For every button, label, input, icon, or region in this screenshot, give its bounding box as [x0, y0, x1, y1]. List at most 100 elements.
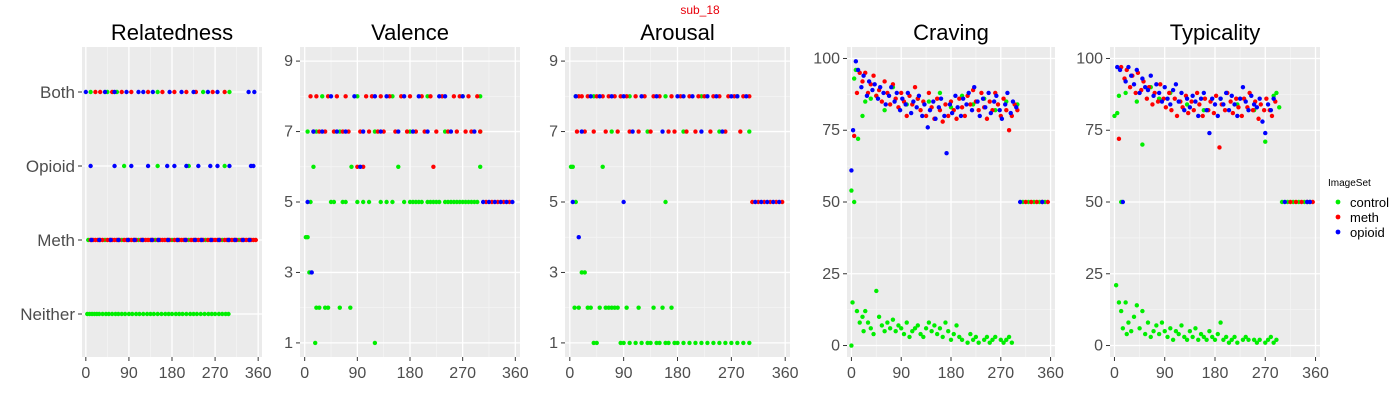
data-point [1134, 99, 1140, 104]
data-point [1258, 102, 1263, 107]
data-point [1126, 64, 1131, 70]
data-point [615, 129, 620, 134]
data-point [106, 311, 112, 317]
panel-title: Craving [913, 20, 989, 45]
data-point [428, 94, 433, 99]
data-point [735, 94, 740, 99]
data-point [959, 105, 965, 110]
data-point [574, 129, 580, 134]
data-point [1014, 105, 1019, 110]
data-point [1212, 337, 1218, 342]
data-point [687, 340, 692, 346]
data-point [1116, 136, 1122, 142]
data-point [1254, 105, 1260, 110]
data-point [570, 164, 575, 169]
data-point [1193, 99, 1198, 104]
data-point [943, 102, 948, 107]
data-point [900, 96, 905, 101]
data-point [308, 94, 313, 99]
data-point [897, 107, 903, 113]
data-point [363, 94, 369, 99]
data-point [366, 129, 372, 134]
data-point [401, 199, 407, 205]
data-point [570, 199, 575, 205]
data-point [378, 94, 383, 99]
data-point [911, 99, 916, 104]
data-point [498, 199, 503, 205]
data-point [864, 93, 870, 98]
data-point [1249, 93, 1254, 98]
data-point [116, 311, 121, 317]
data-point [478, 129, 483, 134]
data-point [942, 113, 947, 119]
data-point [984, 334, 990, 340]
data-point [744, 94, 749, 99]
data-point [624, 305, 629, 310]
data-point [1222, 107, 1228, 113]
legend-label-meth: meth [1350, 210, 1379, 225]
data-point [1187, 105, 1193, 110]
data-point [648, 129, 653, 134]
y-tick-label: 9 [284, 53, 293, 70]
data-point [705, 340, 710, 346]
data-point [621, 199, 626, 205]
data-point [988, 110, 994, 116]
data-point [1159, 99, 1165, 104]
data-point [419, 199, 424, 205]
data-point [597, 305, 602, 310]
y-tick-label: 0 [831, 338, 840, 355]
data-point [627, 340, 632, 346]
x-tick-label: 270 [202, 365, 229, 382]
data-point [102, 89, 108, 95]
data-point [854, 308, 860, 314]
data-point [714, 94, 719, 99]
data-point [159, 311, 164, 317]
data-point [1133, 90, 1138, 96]
data-point [863, 99, 868, 104]
data-point [938, 96, 944, 101]
data-point [1123, 300, 1128, 305]
data-point [875, 96, 881, 101]
data-point [1156, 90, 1162, 96]
data-point [1265, 337, 1271, 342]
data-point [360, 129, 366, 134]
data-point [372, 340, 378, 346]
data-point [1263, 139, 1268, 144]
data-point [904, 320, 909, 325]
data-point [1145, 87, 1151, 93]
data-point [97, 89, 103, 95]
legend-key-opioid [1335, 229, 1341, 235]
data-point [980, 96, 986, 101]
data-point [855, 67, 861, 73]
data-point [208, 163, 213, 169]
data-point [905, 90, 911, 96]
data-point [179, 89, 184, 95]
data-point [894, 90, 899, 96]
data-point [187, 311, 193, 317]
x-tick-label: 90 [892, 365, 910, 382]
data-point [209, 311, 214, 317]
data-point [876, 314, 882, 320]
data-point [334, 129, 340, 134]
y-tick-label: 100 [1076, 50, 1103, 67]
x-tick-label: 180 [938, 365, 965, 382]
data-point [908, 110, 914, 116]
data-point [320, 94, 325, 99]
data-point [879, 99, 885, 104]
data-point [215, 163, 220, 169]
x-tick-label: 270 [987, 365, 1014, 382]
data-point [962, 113, 968, 119]
y-tick-label: Meth [37, 231, 75, 250]
data-point [940, 334, 945, 340]
data-point [1045, 199, 1051, 205]
data-point [384, 94, 389, 99]
data-point [997, 107, 1002, 113]
data-point [851, 133, 857, 139]
data-point [868, 326, 873, 331]
data-point [1256, 116, 1261, 121]
data-point [735, 340, 740, 346]
data-point [965, 340, 970, 345]
data-point [983, 105, 988, 110]
data-point [486, 199, 492, 205]
